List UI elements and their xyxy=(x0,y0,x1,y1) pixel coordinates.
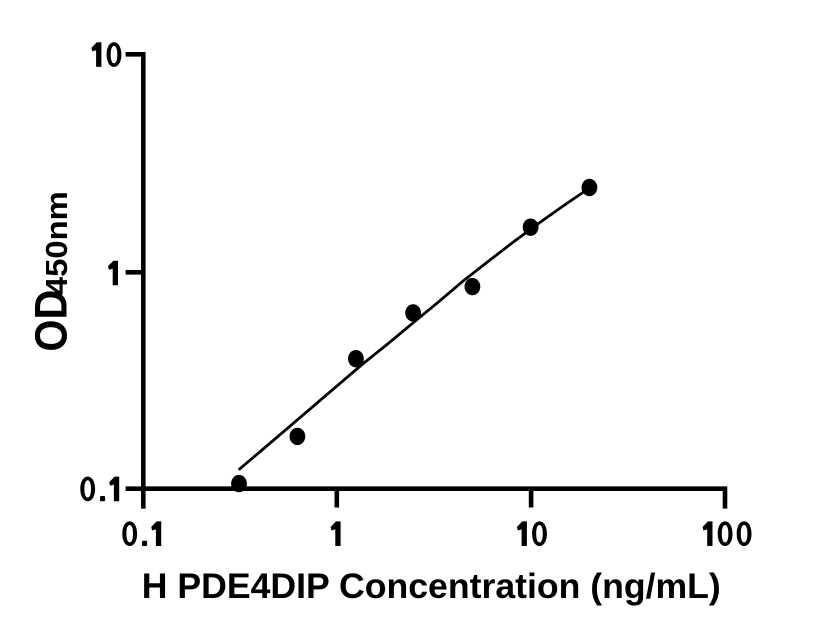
svg-text:450nm: 450nm xyxy=(39,191,74,295)
svg-text:OD: OD xyxy=(26,290,77,352)
svg-text:H PDE4DIP Concentration (ng/mL: H PDE4DIP Concentration (ng/mL) xyxy=(142,567,721,606)
